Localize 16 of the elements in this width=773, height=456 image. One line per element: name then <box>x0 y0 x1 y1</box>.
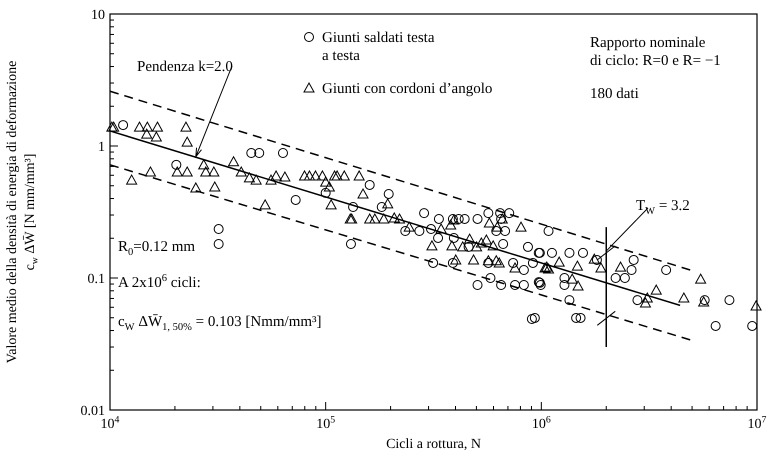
annotation: 180 dati <box>590 86 639 102</box>
y-tick-label: 0.1 <box>88 272 105 287</box>
x-tick-label: 10$^{5}$ <box>316 414 336 432</box>
annotation: R$_{0}$=0.12 mm <box>118 239 196 258</box>
x-axis-title: Cicli a rottura, N <box>386 437 481 452</box>
y-tick-label: 10 <box>91 8 105 23</box>
annotation: T$_{W}$ = 3.2 <box>636 198 690 217</box>
legend-label: Giunti saldati testa a testa <box>322 30 435 64</box>
y-tick-label: 1 <box>98 140 105 155</box>
legend-label: Giunti con cordoni d’angolo <box>322 81 492 97</box>
annotation: c$_{W}$ ΔW̄$_{1, 50%}$ = 0.103 [Nmm/mm³] <box>118 313 322 333</box>
x-tick-label: 10$^{6}$ <box>532 414 551 432</box>
annotation: Rapporto nominale di ciclo: R=0 e R= −1 <box>590 35 721 69</box>
annotation: Pendenza k=2.0 <box>137 59 233 75</box>
x-tick-label: 10$^{7}$ <box>748 414 767 432</box>
annotation: A 2x10$^{6}$ cicli: <box>118 273 201 291</box>
